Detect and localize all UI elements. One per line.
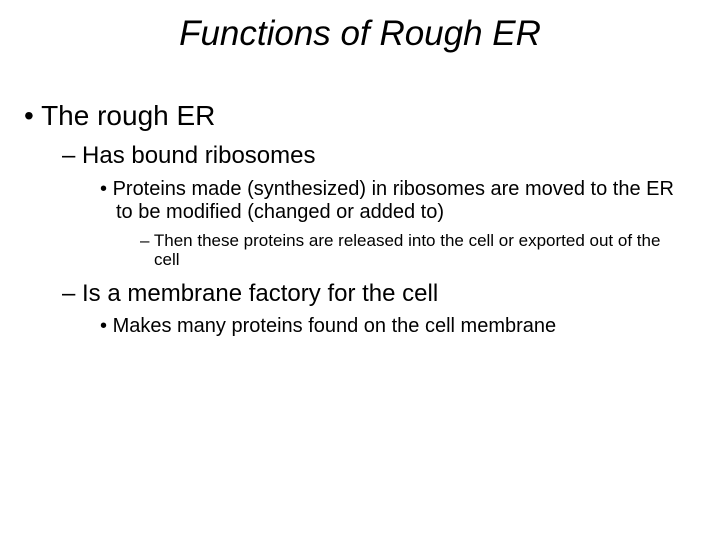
list-item: The rough ER	[24, 100, 720, 132]
list-item: • Makes many proteins found on the cell …	[100, 315, 720, 338]
list-item: – Then these proteins are released into …	[140, 231, 720, 270]
bullet-text: Makes many proteins found on the cell me…	[113, 315, 557, 337]
list-item: Is a membrane factory for the cell	[62, 280, 720, 308]
bullet-text: Has bound ribosomes	[82, 142, 315, 169]
bullet-text: Then these proteins are released into th…	[154, 231, 661, 270]
slide-container: Functions of Rough ER The rough ER Has b…	[0, 0, 720, 540]
slide-title: Functions of Rough ER	[0, 0, 720, 54]
list-item: Has bound ribosomes	[62, 142, 720, 170]
bullet-text: The rough ER	[41, 100, 215, 131]
bullet-text: Is a membrane factory for the cell	[82, 280, 438, 307]
bullet-text: Proteins made (synthesized) in ribosomes…	[113, 178, 674, 223]
bullet-list-root: The rough ER Has bound ribosomes • Prote…	[0, 100, 720, 338]
list-item: • Proteins made (synthesized) in ribosom…	[100, 178, 720, 224]
